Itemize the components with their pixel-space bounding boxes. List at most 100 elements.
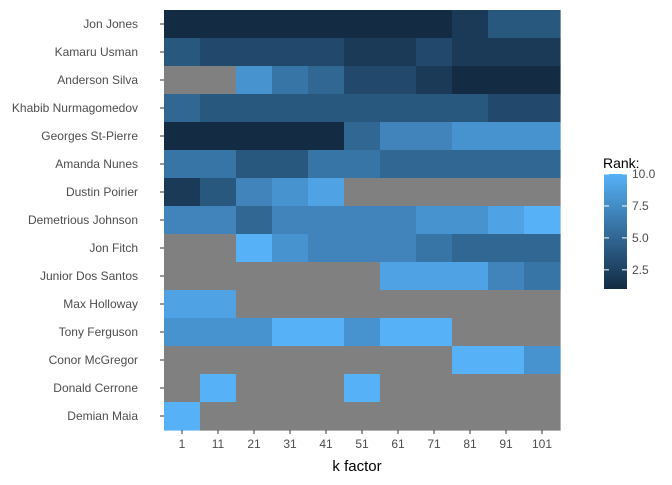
heatmap-cell: [236, 402, 273, 431]
heatmap-cell: [452, 178, 489, 207]
heatmap-cell: [380, 262, 417, 291]
heatmap-cell: [416, 374, 453, 403]
heatmap-cell: [200, 178, 237, 207]
y-tick-label: Donald Cerrone: [53, 381, 138, 395]
heatmap-cell: [416, 346, 453, 375]
heatmap-cell: [308, 94, 345, 123]
y-tick-label: Kamaru Usman: [55, 45, 138, 59]
heatmap-cell: [236, 290, 273, 319]
y-tick-label: Jon Fitch: [89, 241, 138, 255]
heatmap-cell: [236, 150, 273, 179]
heatmap-cell: [272, 178, 309, 207]
heatmap-cell: [236, 94, 273, 123]
heatmap-cell: [452, 206, 489, 235]
heatmap-cell: [452, 402, 489, 431]
heatmap-cell: [416, 402, 453, 431]
heatmap-cell: [416, 10, 453, 39]
heatmap-cell: [200, 94, 237, 123]
heatmap-cell: [416, 206, 453, 235]
x-tick-label: 91: [499, 437, 513, 451]
heatmap-cell: [488, 234, 525, 263]
x-tick-label: 41: [319, 437, 333, 451]
heatmap-cell: [164, 66, 201, 95]
heatmap-cell: [344, 374, 381, 403]
heatmap-cell: [344, 66, 381, 95]
y-tick-label: Demian Maia: [67, 409, 138, 423]
heatmap-cell: [344, 122, 381, 151]
heatmap-cell: [488, 206, 525, 235]
heatmap-cell: [272, 318, 309, 347]
heatmap-cell: [452, 290, 489, 319]
heatmap-cell: [236, 66, 273, 95]
heatmap-cell: [416, 318, 453, 347]
heatmap-cell: [272, 374, 309, 403]
heatmap-cell: [164, 318, 201, 347]
heatmap-cell: [200, 150, 237, 179]
heatmap-cell: [272, 38, 309, 67]
heatmap-cell: [416, 122, 453, 151]
y-tick-label: Max Holloway: [63, 297, 138, 311]
heatmap-cell: [524, 290, 561, 319]
heatmap-cell: [524, 66, 561, 95]
heatmap-cell: [452, 234, 489, 263]
heatmap-cell: [380, 122, 417, 151]
heatmap-cell: [272, 122, 309, 151]
heatmap-cell: [164, 402, 201, 431]
heatmap-cell: [380, 66, 417, 95]
heatmap-cell: [236, 318, 273, 347]
heatmap-cell: [452, 10, 489, 39]
heatmap-cell: [452, 38, 489, 67]
heatmap-cell: [452, 122, 489, 151]
heatmap-cell: [488, 94, 525, 123]
heatmap-cell: [488, 346, 525, 375]
heatmap-cell: [344, 402, 381, 431]
x-axis-ticks: 1 11 21 31 41 51 61 71 81 91 101: [179, 430, 552, 451]
heatmap-cell: [164, 94, 201, 123]
heatmap-cell: [488, 10, 525, 39]
heatmap-cell: [200, 66, 237, 95]
heatmap-cell: [524, 318, 561, 347]
heatmap-cell: [200, 122, 237, 151]
x-tick-label: 51: [355, 437, 369, 451]
y-tick-label: Tony Ferguson: [59, 325, 138, 339]
heatmap-cell: [524, 122, 561, 151]
heatmap-cell: [200, 234, 237, 263]
y-tick-label: Junior Dos Santos: [40, 269, 138, 283]
heatmap-cell: [308, 206, 345, 235]
heatmap-cell: [380, 234, 417, 263]
heatmap-cell: [524, 374, 561, 403]
heatmap-cell: [452, 374, 489, 403]
heatmap-cell: [380, 402, 417, 431]
heatmap-cell: [272, 94, 309, 123]
y-tick-label: Demetrious Johnson: [28, 213, 138, 227]
heatmap-cell: [452, 94, 489, 123]
heatmap-cell: [164, 10, 201, 39]
y-tick-label: Khabib Nurmagomedov: [12, 101, 138, 115]
heatmap-cell: [416, 178, 453, 207]
heatmap-cell: [272, 10, 309, 39]
y-tick-label: Jon Jones: [83, 17, 138, 31]
heatmap-cell: [236, 262, 273, 291]
x-tick-label: 21: [247, 437, 261, 451]
heatmap-cell: [272, 346, 309, 375]
heatmap-cell: [488, 262, 525, 291]
legend-tick-label: 2.5: [632, 263, 649, 277]
heatmap-cell: [344, 178, 381, 207]
heatmap-cell: [308, 38, 345, 67]
heatmap-cell: [308, 262, 345, 291]
heatmap-cell: [416, 234, 453, 263]
heatmap-cell: [488, 178, 525, 207]
heatmap-cell: [344, 234, 381, 263]
heatmap-cell: [272, 290, 309, 319]
y-tick-label: Georges St-Pierre: [41, 129, 138, 143]
y-tick-label: Conor McGregor: [49, 353, 138, 367]
x-tick-label: 71: [427, 437, 441, 451]
heatmap-cell: [236, 374, 273, 403]
heatmap-cell: [524, 178, 561, 207]
y-axis-labels: Jon Jones Kamaru Usman Anderson Silva Khabi…: [12, 17, 164, 423]
heatmap-cell: [200, 346, 237, 375]
heatmap-cell: [524, 346, 561, 375]
heatmap-cell: [488, 374, 525, 403]
heatmap-cell: [416, 262, 453, 291]
